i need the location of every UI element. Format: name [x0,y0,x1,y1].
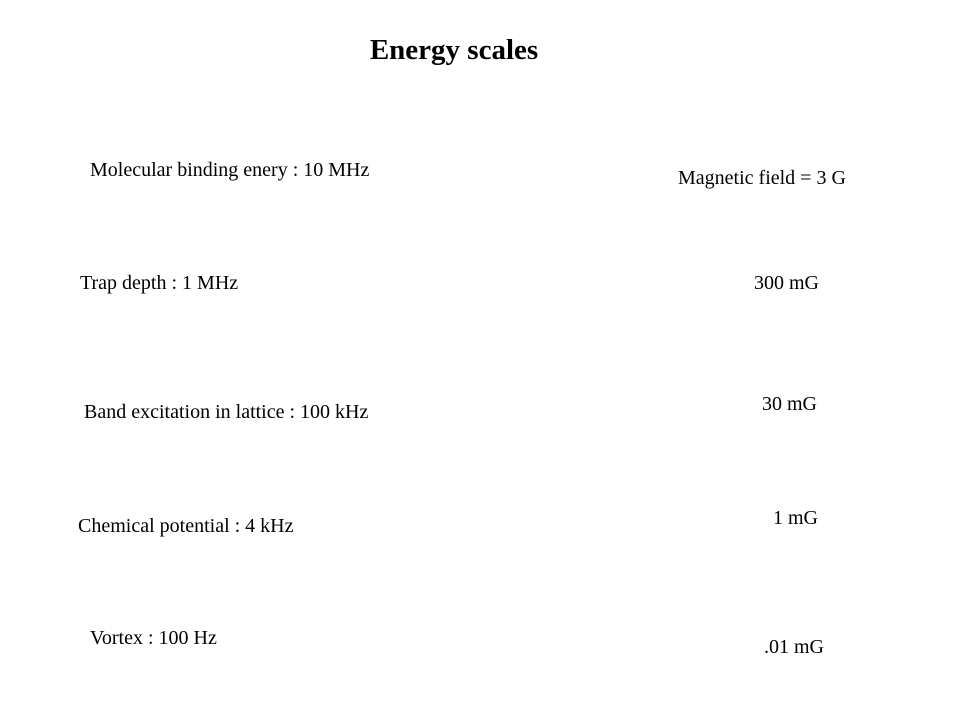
field-300mg: 300 mG [754,272,819,294]
energy-molecular-binding: Molecular binding enery : 10 MHz [90,159,370,181]
field-1mg: 1 mG [773,507,818,529]
field-30mg: 30 mG [762,393,817,415]
energy-chemical-potential: Chemical potential : 4 kHz [78,515,294,537]
energy-band-excitation: Band excitation in lattice : 100 kHz [84,401,369,423]
field-001mg: .01 mG [764,636,824,658]
slide-title: Energy scales [369,34,539,66]
field-magnetic: Magnetic field = 3 G [678,167,846,189]
energy-trap-depth: Trap depth : 1 MHz [80,272,239,294]
energy-vortex: Vortex : 100 Hz [90,627,217,649]
